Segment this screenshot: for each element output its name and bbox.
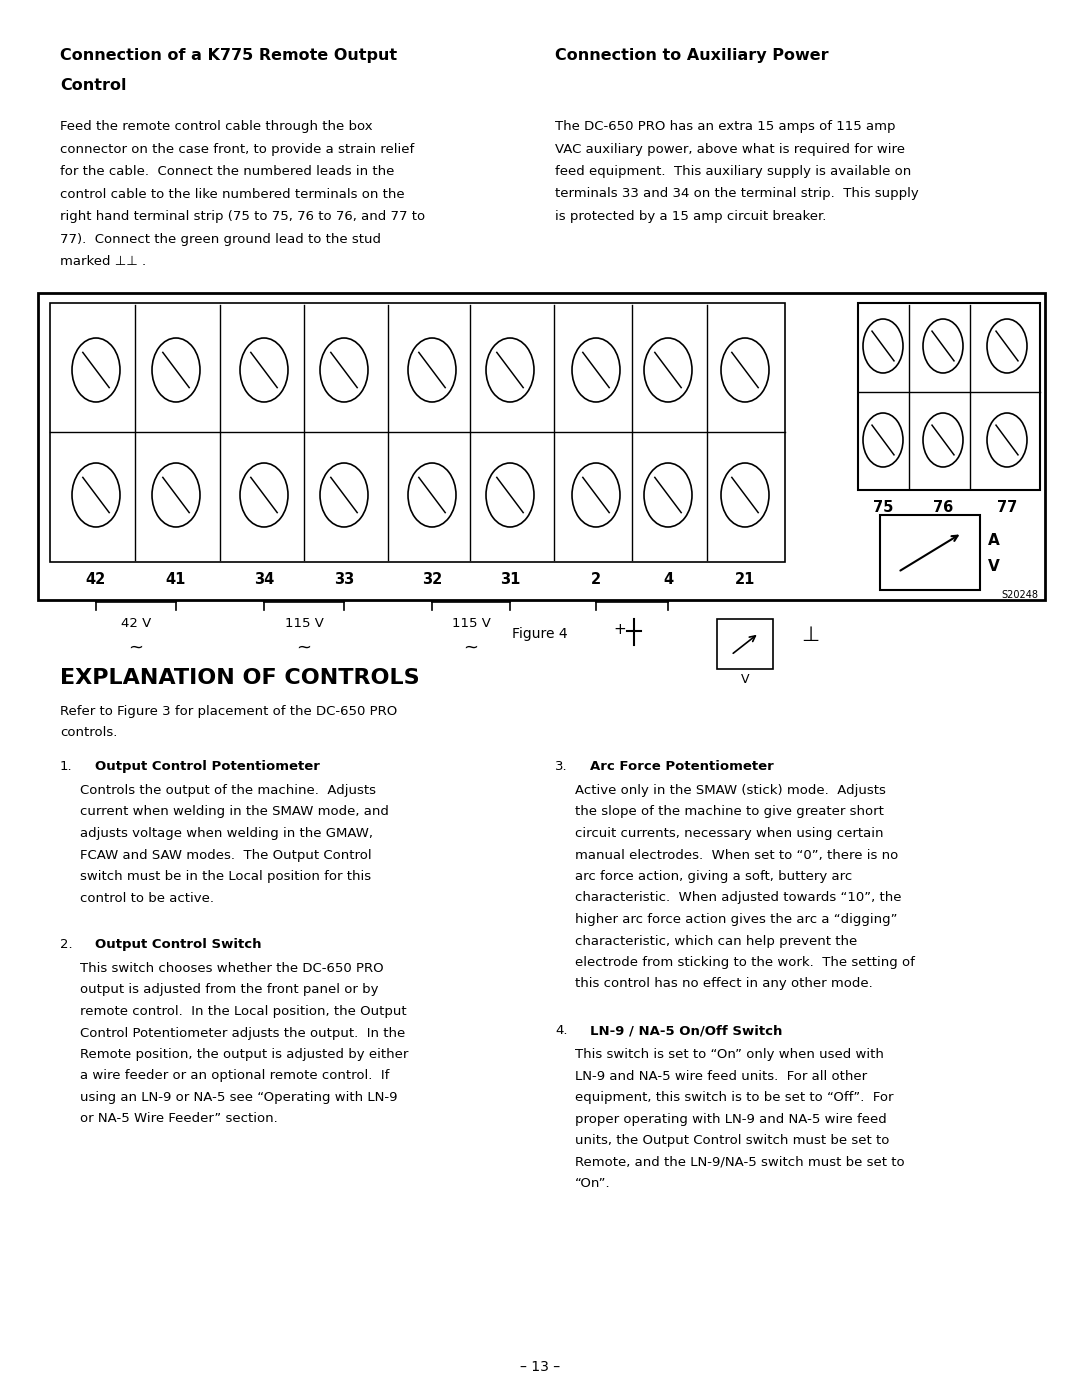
- Text: 1.: 1.: [60, 760, 72, 773]
- Text: – 13 –: – 13 –: [519, 1361, 561, 1375]
- Text: LN-9 and NA-5 wire feed units.  For all other: LN-9 and NA-5 wire feed units. For all o…: [575, 1070, 867, 1083]
- Text: control cable to the like numbered terminals on the: control cable to the like numbered termi…: [60, 187, 405, 201]
- Bar: [50, 303, 785, 562]
- Text: Arc Force Potentiometer: Arc Force Potentiometer: [590, 760, 773, 773]
- Text: ⊥: ⊥: [801, 624, 819, 645]
- Text: equipment, this switch is to be set to “Off”.  For: equipment, this switch is to be set to “…: [575, 1091, 893, 1104]
- Text: 3.: 3.: [555, 760, 568, 773]
- Text: 115 V: 115 V: [284, 617, 323, 630]
- Text: ~: ~: [297, 638, 311, 657]
- Text: 2: 2: [591, 571, 602, 587]
- Text: A: A: [988, 534, 1000, 548]
- Text: is protected by a 15 amp circuit breaker.: is protected by a 15 amp circuit breaker…: [555, 210, 826, 224]
- Text: Output Control Switch: Output Control Switch: [95, 937, 261, 951]
- Text: 33: 33: [334, 571, 354, 587]
- Bar: [858, 303, 1040, 490]
- Text: proper operating with LN-9 and NA-5 wire feed: proper operating with LN-9 and NA-5 wire…: [575, 1112, 887, 1126]
- Text: 21: 21: [734, 571, 755, 587]
- Text: EXPLANATION OF CONTROLS: EXPLANATION OF CONTROLS: [60, 668, 420, 687]
- Text: S20248: S20248: [1001, 590, 1038, 599]
- Text: characteristic.  When adjusted towards “10”, the: characteristic. When adjusted towards “1…: [575, 891, 902, 904]
- Text: 115 V: 115 V: [451, 617, 490, 630]
- Text: manual electrodes.  When set to “0”, there is no: manual electrodes. When set to “0”, ther…: [575, 848, 899, 862]
- Text: Refer to Figure 3 for placement of the DC-650 PRO: Refer to Figure 3 for placement of the D…: [60, 705, 397, 718]
- Text: 42: 42: [86, 571, 106, 587]
- Bar: [38, 293, 1045, 599]
- Text: 76: 76: [933, 500, 954, 515]
- Text: this control has no effect in any other mode.: this control has no effect in any other …: [575, 978, 873, 990]
- Text: 42 V: 42 V: [121, 617, 151, 630]
- Text: the slope of the machine to give greater short: the slope of the machine to give greater…: [575, 806, 883, 819]
- Text: 4: 4: [663, 571, 673, 587]
- Text: V: V: [741, 673, 750, 686]
- Text: units, the Output Control switch must be set to: units, the Output Control switch must be…: [575, 1134, 889, 1147]
- Text: ~: ~: [129, 638, 144, 657]
- Text: Active only in the SMAW (stick) mode.  Adjusts: Active only in the SMAW (stick) mode. Ad…: [575, 784, 886, 798]
- Text: higher arc force action gives the arc a “digging”: higher arc force action gives the arc a …: [575, 914, 897, 926]
- Text: This switch is set to “On” only when used with: This switch is set to “On” only when use…: [575, 1048, 883, 1060]
- Text: 41: 41: [166, 571, 186, 587]
- Text: 2.: 2.: [60, 937, 72, 951]
- Text: adjusts voltage when welding in the GMAW,: adjusts voltage when welding in the GMAW…: [80, 827, 373, 840]
- Text: The DC-650 PRO has an extra 15 amps of 115 amp: The DC-650 PRO has an extra 15 amps of 1…: [555, 120, 895, 133]
- Text: terminals 33 and 34 on the terminal strip.  This supply: terminals 33 and 34 on the terminal stri…: [555, 187, 919, 201]
- Text: switch must be in the Local position for this: switch must be in the Local position for…: [80, 870, 372, 883]
- Text: 32: 32: [422, 571, 442, 587]
- Text: connector on the case front, to provide a strain relief: connector on the case front, to provide …: [60, 142, 415, 155]
- Text: for the cable.  Connect the numbered leads in the: for the cable. Connect the numbered lead…: [60, 165, 394, 177]
- Text: Feed the remote control cable through the box: Feed the remote control cable through th…: [60, 120, 373, 133]
- Text: This switch chooses whether the DC-650 PRO: This switch chooses whether the DC-650 P…: [80, 963, 383, 975]
- Text: V: V: [988, 559, 1000, 574]
- Text: 75: 75: [873, 500, 893, 515]
- Text: a wire feeder or an optional remote control.  If: a wire feeder or an optional remote cont…: [80, 1070, 390, 1083]
- Bar: [880, 515, 980, 590]
- Text: right hand terminal strip (75 to 75, 76 to 76, and 77 to: right hand terminal strip (75 to 75, 76 …: [60, 210, 426, 224]
- Text: feed equipment.  This auxiliary supply is available on: feed equipment. This auxiliary supply is…: [555, 165, 912, 177]
- Text: “On”.: “On”.: [575, 1178, 610, 1190]
- Text: current when welding in the SMAW mode, and: current when welding in the SMAW mode, a…: [80, 806, 389, 819]
- Text: 77).  Connect the green ground lead to the stud: 77). Connect the green ground lead to th…: [60, 232, 381, 246]
- Text: VAC auxiliary power, above what is required for wire: VAC auxiliary power, above what is requi…: [555, 142, 905, 155]
- Text: LN-9 / NA-5 On/Off Switch: LN-9 / NA-5 On/Off Switch: [590, 1024, 782, 1037]
- Text: Figure 4: Figure 4: [512, 627, 568, 641]
- Text: Control: Control: [60, 78, 126, 94]
- Text: 34: 34: [254, 571, 274, 587]
- Bar: [717, 619, 773, 669]
- Text: remote control.  In the Local position, the Output: remote control. In the Local position, t…: [80, 1004, 407, 1018]
- Text: +: +: [613, 622, 626, 637]
- Text: Controls the output of the machine.  Adjusts: Controls the output of the machine. Adju…: [80, 784, 376, 798]
- Text: Connection to Auxiliary Power: Connection to Auxiliary Power: [555, 47, 828, 63]
- Text: control to be active.: control to be active.: [80, 891, 214, 904]
- Text: Connection of a K775 Remote Output: Connection of a K775 Remote Output: [60, 47, 397, 63]
- Text: marked ⊥⊥ .: marked ⊥⊥ .: [60, 256, 146, 268]
- Text: 77: 77: [997, 500, 1017, 515]
- Text: controls.: controls.: [60, 726, 118, 739]
- Text: 4.: 4.: [555, 1024, 567, 1037]
- Text: FCAW and SAW modes.  The Output Control: FCAW and SAW modes. The Output Control: [80, 848, 372, 862]
- Text: Remote position, the output is adjusted by either: Remote position, the output is adjusted …: [80, 1048, 408, 1060]
- Text: Output Control Potentiometer: Output Control Potentiometer: [95, 760, 320, 773]
- Text: ~: ~: [463, 638, 478, 657]
- Text: arc force action, giving a soft, buttery arc: arc force action, giving a soft, buttery…: [575, 870, 852, 883]
- Text: electrode from sticking to the work.  The setting of: electrode from sticking to the work. The…: [575, 956, 915, 970]
- Text: output is adjusted from the front panel or by: output is adjusted from the front panel …: [80, 983, 378, 996]
- Text: Control Potentiometer adjusts the output.  In the: Control Potentiometer adjusts the output…: [80, 1027, 405, 1039]
- Text: characteristic, which can help prevent the: characteristic, which can help prevent t…: [575, 935, 858, 947]
- Text: Remote, and the LN-9/NA-5 switch must be set to: Remote, and the LN-9/NA-5 switch must be…: [575, 1155, 905, 1168]
- Text: using an LN-9 or NA-5 see “Operating with LN-9: using an LN-9 or NA-5 see “Operating wit…: [80, 1091, 397, 1104]
- Text: or NA-5 Wire Feeder” section.: or NA-5 Wire Feeder” section.: [80, 1112, 278, 1126]
- Text: 31: 31: [500, 571, 521, 587]
- Text: circuit currents, necessary when using certain: circuit currents, necessary when using c…: [575, 827, 883, 840]
